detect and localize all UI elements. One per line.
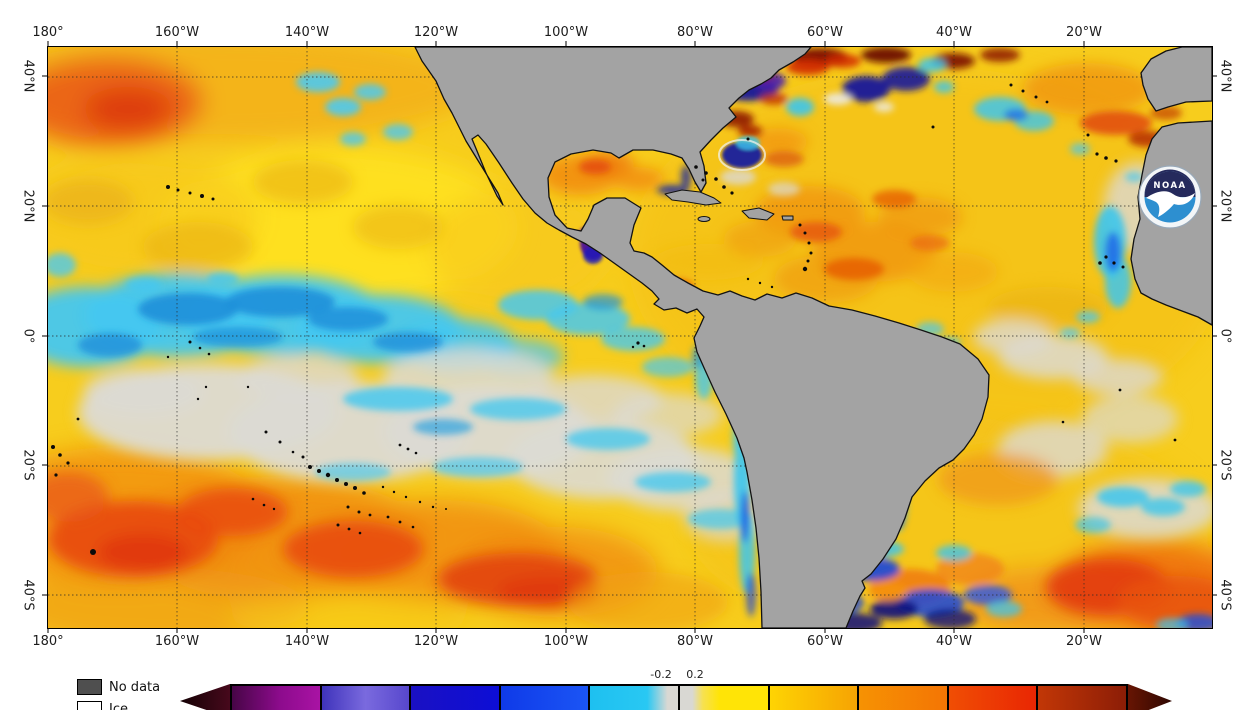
lon-label-top: 60°W [807,25,843,40]
colorbar-segment [948,686,1037,710]
colorbar: -0.2 0.2 [180,668,1172,710]
noaa-logo-bird [1146,191,1195,217]
no-data-swatch [77,679,102,695]
colorbar-segment [232,686,320,710]
cuba-island [664,189,722,206]
colorbar-segment [500,686,589,710]
lon-label-bottom: 80°W [677,634,713,649]
lon-label-top: 180° [32,25,64,40]
lon-label-top: 80°W [677,25,713,40]
island-specks [51,83,1177,555]
colorbar-left-arrow [180,684,230,710]
colorbar-tick-neg: -0.2 [650,668,672,681]
ice-label: Ice [109,701,128,710]
colorbar-scale [230,684,1128,710]
colorbar-segment [590,686,678,710]
lat-label-right: 20°N [1217,189,1233,223]
lon-label-top: 100°W [543,25,589,40]
lon-label-bottom: 140°W [284,634,330,649]
noaa-logo-text: NOAA [1153,181,1186,191]
lat-label-right: 20°S [1217,449,1233,481]
colorbar-segment [859,686,947,710]
lon-label-bottom: 20°W [1066,634,1102,649]
sst-anomaly-map: NOAA [48,47,1212,628]
lon-label-top: 160°W [154,25,200,40]
ice-swatch [77,701,102,710]
iberia-landmass [1140,47,1212,112]
colorbar-segment [411,686,499,710]
lat-label-right: 0° [1217,328,1233,344]
colorbar-segment [321,686,410,710]
americas-landmass [414,47,990,628]
map-legend: No data Ice [77,678,160,710]
lon-label-bottom: 180° [32,634,64,649]
colorbar-segment [1038,686,1126,710]
lat-label-right: 40°S [1217,579,1233,611]
lat-label-left: 0° [20,328,36,344]
map-plot-area: NOAA [47,46,1213,629]
colorbar-segment [679,686,768,710]
noaa-logo: NOAA [1138,165,1202,229]
legend-row-ice: Ice [77,700,160,710]
lat-label-left: 40°N [20,59,36,93]
lon-label-top: 120°W [413,25,459,40]
lon-label-bottom: 160°W [154,634,200,649]
legend-row-no-data: No data [77,678,160,696]
noaa-logo-sky [1144,171,1196,197]
lon-label-bottom: 120°W [413,634,459,649]
hispaniola-island [741,207,775,221]
ocean-features [48,63,1212,628]
lon-label-bottom: 60°W [807,634,843,649]
puerto-rico-island [781,215,794,221]
lon-label-bottom: 100°W [543,634,589,649]
colorbar-segment [769,686,858,710]
lon-label-top: 20°W [1066,25,1102,40]
lat-label-left: 40°S [20,579,36,611]
jamaica-island [697,216,711,222]
lat-label-left: 20°N [20,189,36,223]
lon-label-bottom: 40°W [936,634,972,649]
colorbar-right-arrow [1128,684,1172,710]
lat-label-left: 20°S [20,449,36,481]
no-data-label: No data [109,679,161,695]
gulf-stream-ring [718,139,766,171]
colorbar-tick-pos: 0.2 [686,668,704,681]
lat-label-right: 40°N [1217,59,1233,93]
lon-label-top: 140°W [284,25,330,40]
lon-label-top: 40°W [936,25,972,40]
